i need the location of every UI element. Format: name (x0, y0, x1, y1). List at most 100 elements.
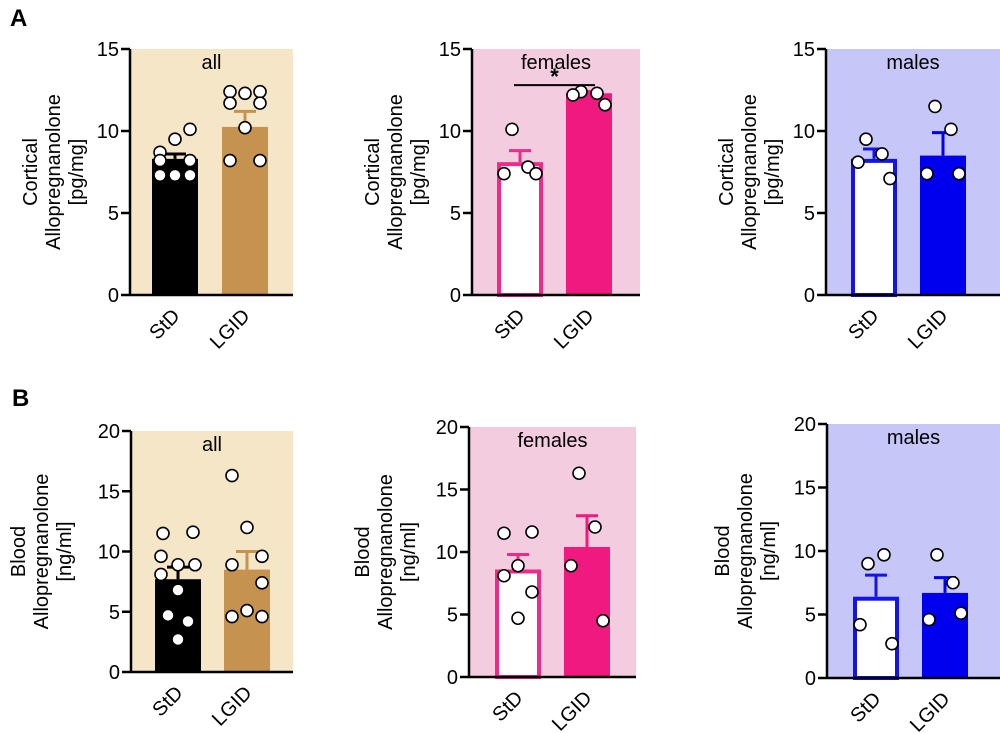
data-point (883, 171, 897, 186)
data-point (529, 166, 543, 181)
data-point (188, 557, 202, 572)
y-axis-label: Cortical (716, 138, 738, 206)
category-label-lgid: LGID (208, 682, 257, 731)
data-point (572, 466, 586, 481)
data-point (156, 526, 170, 541)
data-point (952, 166, 966, 181)
y-tick-label: 15 (97, 39, 119, 61)
y-tick-label: 0 (447, 667, 458, 689)
bar-lgid (566, 93, 612, 295)
data-point (154, 549, 168, 564)
panel-letter-a: A (10, 5, 27, 32)
data-point (930, 548, 944, 562)
data-point (859, 132, 873, 146)
y-tick-label: 5 (109, 602, 120, 624)
category-label-lgid: LGID (550, 305, 599, 354)
data-point (885, 636, 899, 651)
group-title: males (887, 427, 940, 449)
y-axis-label: [pg/mg] (408, 139, 430, 206)
data-point (183, 122, 197, 137)
group-title: all (202, 434, 222, 456)
data-point (946, 575, 960, 590)
data-point (255, 609, 269, 624)
data-point (183, 153, 197, 168)
plot-background (827, 424, 1000, 678)
category-label-lgid: LGID (904, 305, 953, 354)
y-tick-label: 20 (794, 414, 816, 436)
data-point (525, 525, 539, 539)
data-point (154, 567, 168, 582)
category-label-lgid: LGID (206, 305, 255, 354)
data-point (181, 614, 195, 629)
category-label-std: StD (844, 305, 883, 344)
y-axis-label: Cortical (20, 138, 42, 206)
data-point (598, 97, 612, 112)
bar-lgid (922, 592, 968, 678)
data-point (255, 549, 269, 564)
y-tick-label: 20 (98, 421, 120, 443)
y-tick-label: 0 (805, 668, 816, 690)
y-tick-label: 15 (98, 481, 120, 503)
data-point (588, 520, 602, 534)
data-point (153, 168, 167, 183)
data-point (851, 155, 865, 169)
data-point (861, 556, 875, 571)
y-axis-label: Blood (8, 526, 30, 577)
data-point (186, 525, 200, 540)
bar-lgid (222, 126, 268, 296)
data-point (171, 557, 185, 572)
data-point (497, 526, 511, 541)
data-point (168, 132, 182, 146)
panel-letter-b: B (12, 385, 29, 412)
y-tick-label: 15 (439, 39, 461, 61)
y-tick-label: 20 (436, 417, 458, 439)
y-axis-label: Allopregnanolone (43, 94, 65, 250)
data-point (944, 122, 958, 137)
data-point (920, 166, 934, 181)
y-tick-label: 15 (794, 478, 816, 500)
y-axis-label: [pg/mg] (762, 139, 784, 206)
y-axis-label: [ng/ml] (758, 521, 780, 581)
data-point (590, 86, 604, 101)
chart-panel-a-males: males StD LGID 0 5 10 15 Cortical Allopregnanolo… (716, 39, 1000, 354)
data-point (511, 611, 525, 626)
y-tick-label: 10 (793, 121, 815, 143)
group-title: all (201, 52, 221, 74)
y-axis-label: [pg/mg] (66, 139, 88, 206)
chart-panel-b-males: males StD LGID 0 5 10 15 20 Blood Allopregnanolon… (712, 414, 1000, 733)
data-point (596, 613, 610, 628)
data-point (511, 558, 525, 573)
y-tick-label: 5 (805, 605, 816, 627)
y-tick-label: 10 (97, 121, 119, 143)
y-tick-label: 0 (109, 662, 120, 684)
data-point (161, 608, 175, 623)
data-point (922, 612, 936, 627)
y-axis-label: Allopregnanolone (375, 474, 397, 630)
y-tick-label: 5 (450, 203, 461, 225)
y-axis-label: Allopregnanolone (385, 94, 407, 250)
data-point (183, 168, 197, 183)
chart-panel-b-all: all StD LGID 0 5 10 15 20 Blood Allopregnanolone[… (8, 421, 293, 731)
data-point (240, 603, 254, 618)
data-point (153, 153, 167, 168)
y-tick-label: 15 (436, 480, 458, 502)
data-point (564, 558, 578, 573)
group-title: females (521, 52, 591, 74)
y-tick-label: 5 (108, 203, 119, 225)
y-tick-label: 0 (450, 285, 461, 307)
data-point (253, 96, 267, 110)
category-label-lgid: LGID (548, 687, 597, 733)
y-tick-label: 10 (98, 542, 120, 564)
data-point (225, 609, 239, 624)
data-point (253, 84, 267, 99)
data-point (875, 147, 889, 161)
data-point (223, 96, 237, 110)
data-point (954, 606, 968, 621)
data-point (255, 576, 269, 590)
data-point (525, 585, 539, 599)
data-point (225, 557, 239, 572)
category-label-lgid: LGID (906, 688, 955, 733)
group-title: males (886, 52, 939, 74)
data-point (253, 153, 267, 168)
